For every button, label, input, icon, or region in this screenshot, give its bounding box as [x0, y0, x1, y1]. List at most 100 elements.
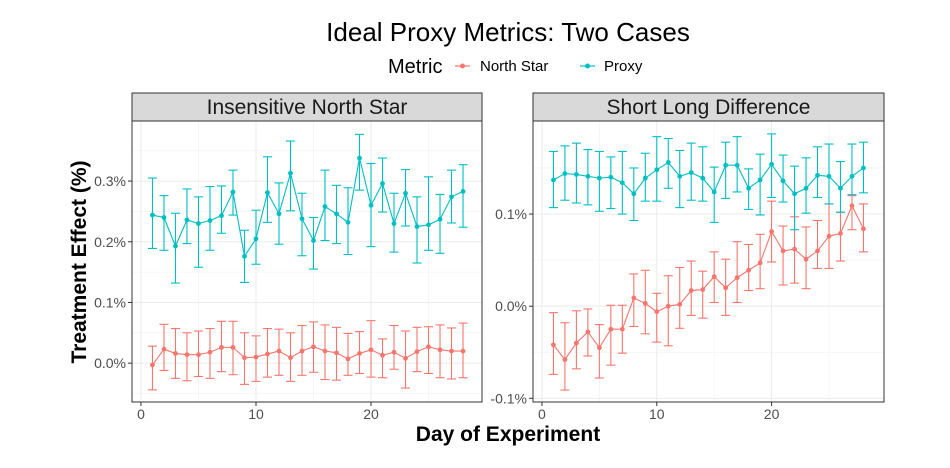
error-bar [560, 322, 570, 391]
data-point [196, 221, 201, 226]
x-tick-label: 20 [363, 406, 379, 422]
data-point [403, 355, 408, 361]
data-point [334, 350, 339, 356]
data-point [334, 211, 339, 217]
data-point [746, 267, 752, 273]
data-point [207, 218, 213, 223]
x-tick-label: 0 [137, 406, 145, 422]
error-bar [606, 156, 616, 210]
error-bar [389, 324, 399, 370]
data-point [654, 309, 660, 315]
x-tick-label: 10 [649, 406, 665, 422]
data-point [196, 352, 201, 358]
panel-strip [532, 92, 885, 122]
data-point [665, 303, 671, 309]
y-tick-label: -0.1% [490, 390, 527, 406]
data-point [426, 222, 431, 228]
panel-2: Short Long Difference 0 10 20 -0.1% 0.0% 0.1% [490, 92, 885, 422]
data-point [311, 344, 316, 350]
y-tick-label: 0.2% [94, 234, 126, 250]
data-point [322, 204, 328, 209]
data-point [449, 348, 454, 354]
error-bar [308, 216, 318, 270]
data-point [276, 211, 282, 217]
series-line-proxy [152, 157, 464, 258]
series-north-star [147, 320, 468, 391]
error-bar [343, 332, 353, 376]
data-point [184, 217, 190, 223]
series-line-north-star [553, 204, 864, 361]
x-tick-label: 10 [248, 406, 264, 422]
error-bar [297, 192, 307, 257]
error-bar [571, 310, 581, 370]
data-point [746, 185, 752, 191]
error-bar [675, 266, 685, 329]
panel-border [532, 120, 885, 403]
data-point [357, 351, 362, 356]
data-point [184, 352, 190, 358]
series-line-north-star [152, 346, 464, 366]
x-axis-title: Day of Experiment [416, 423, 600, 446]
data-point [299, 348, 305, 354]
data-point [219, 213, 224, 219]
data-point [688, 170, 694, 175]
panel-background [533, 121, 884, 402]
data-point [551, 177, 556, 183]
y-tick-label: 0.1% [94, 294, 126, 310]
error-bar [262, 156, 272, 223]
data-point [803, 185, 809, 191]
data-point [861, 226, 866, 232]
data-point [757, 177, 763, 183]
data-point [769, 229, 774, 234]
series-proxy [548, 133, 868, 231]
legend-label-north-star: North Star [480, 58, 548, 75]
data-point [688, 288, 694, 293]
error-bar [698, 270, 708, 319]
error-bar [732, 241, 742, 304]
y-tick-label: 0.0% [94, 355, 126, 371]
series-line-proxy [553, 161, 864, 195]
data-point [700, 175, 706, 181]
error-bar [435, 193, 445, 254]
data-point [608, 326, 614, 332]
legend-label-proxy: Proxy [604, 58, 643, 75]
legend-key-proxy [580, 63, 595, 69]
data-point [219, 344, 224, 350]
error-bar [401, 169, 411, 227]
data-point [723, 285, 729, 291]
data-point [861, 165, 866, 171]
data-point [642, 301, 648, 306]
legend-title: Metric [388, 56, 442, 78]
data-point [665, 160, 671, 165]
error-bar [447, 327, 457, 380]
data-point [207, 349, 213, 355]
error-bar [285, 140, 295, 212]
data-point [368, 347, 374, 353]
data-point [792, 191, 797, 197]
data-point [230, 344, 236, 350]
data-point [449, 194, 454, 200]
data-point [734, 162, 740, 168]
data-point [562, 357, 568, 363]
error-bar [424, 176, 434, 251]
data-point [574, 340, 579, 346]
data-point [288, 355, 293, 361]
error-bar [847, 143, 857, 196]
error-bar [790, 165, 800, 231]
data-point [757, 260, 763, 266]
data-point [803, 256, 809, 262]
error-bar [709, 166, 719, 223]
panel-border [131, 120, 483, 403]
data-point [815, 172, 820, 178]
data-point [826, 233, 832, 239]
data-point [631, 295, 637, 301]
error-bar [801, 157, 811, 214]
data-point [608, 174, 614, 180]
error-bar [744, 243, 754, 292]
data-point [574, 172, 579, 177]
data-point [150, 212, 155, 218]
data-point [700, 287, 706, 292]
error-bar [216, 185, 226, 234]
panel-1: Insensitive North Star 0 10 20 0.0% 0.1% 0.2% 0… [94, 92, 483, 422]
